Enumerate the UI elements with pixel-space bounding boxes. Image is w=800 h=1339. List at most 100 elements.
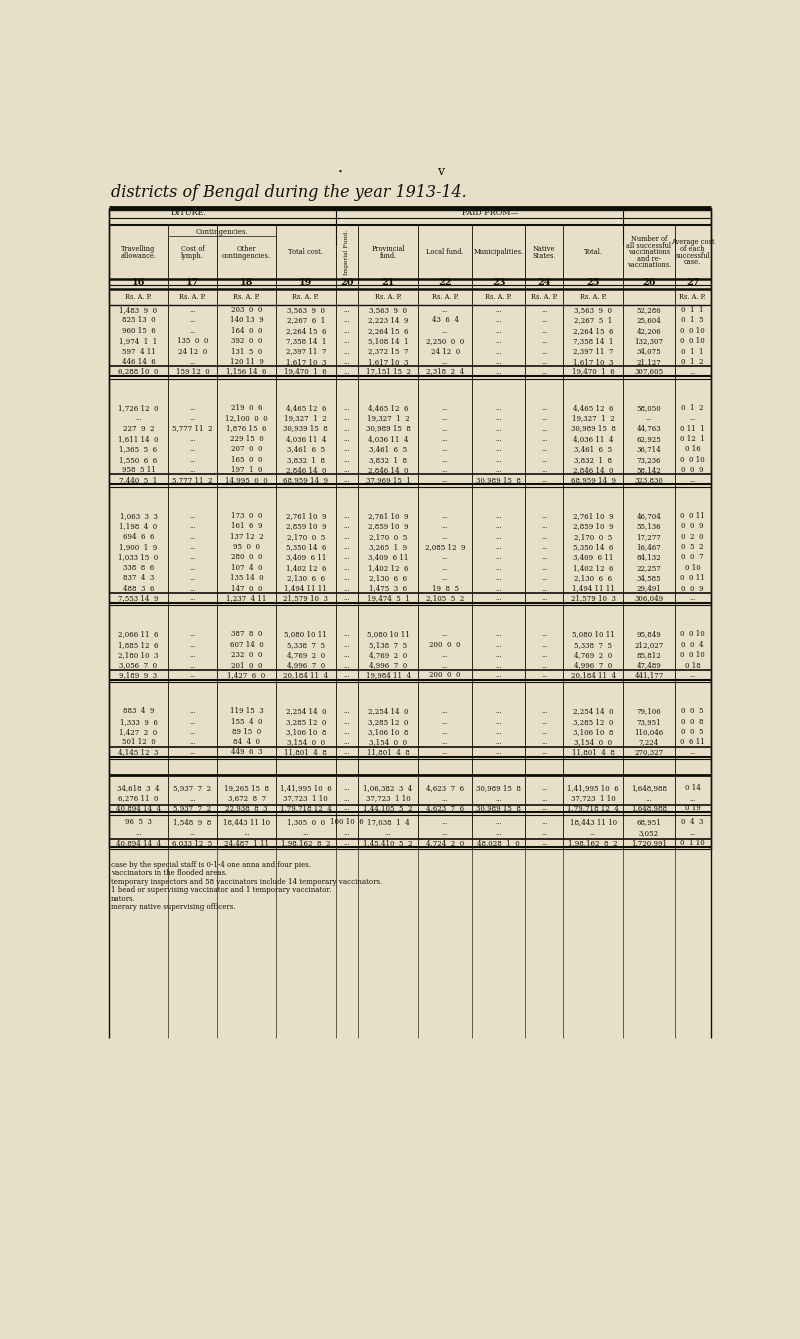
- Text: ...: ...: [189, 718, 196, 726]
- Text: 3,056  7  0: 3,056 7 0: [119, 661, 158, 670]
- Text: 4,996  7  0: 4,996 7 0: [286, 661, 325, 670]
- Text: 958  5 11: 958 5 11: [122, 466, 155, 474]
- Text: ...: ...: [343, 749, 350, 757]
- Text: 3,409  6 11: 3,409 6 11: [368, 553, 408, 561]
- Text: ...: ...: [541, 661, 548, 670]
- Text: 200  0  0: 200 0 0: [430, 671, 461, 679]
- Text: 58,142: 58,142: [637, 466, 662, 474]
- Text: 95  0  0: 95 0 0: [233, 544, 260, 552]
- Text: ...: ...: [541, 327, 548, 335]
- Text: 2,085 12  9: 2,085 12 9: [425, 544, 466, 552]
- Text: ...: ...: [495, 818, 502, 826]
- Text: ...: ...: [690, 829, 696, 837]
- Text: 1,550  6  6: 1,550 6 6: [119, 455, 158, 463]
- Text: ...: ...: [343, 785, 350, 793]
- Text: 3,052: 3,052: [639, 829, 659, 837]
- Text: 30,939 15  8: 30,939 15 8: [283, 424, 328, 432]
- Text: 1,033 15  0: 1,033 15 0: [118, 553, 158, 561]
- Text: ...: ...: [690, 595, 696, 603]
- Text: 1,45,410  5  2: 1,45,410 5 2: [363, 840, 413, 848]
- Text: ...: ...: [442, 564, 449, 572]
- Text: 4,769  2  0: 4,769 2 0: [574, 651, 612, 659]
- Text: 3,563  9  0: 3,563 9 0: [574, 307, 612, 315]
- Text: 501 12  0: 501 12 0: [122, 739, 155, 746]
- Text: 30,989 15  8: 30,989 15 8: [570, 424, 616, 432]
- Text: 1,427  2  0: 1,427 2 0: [119, 728, 158, 736]
- Text: 3,409  6 11: 3,409 6 11: [286, 553, 326, 561]
- Text: 79,106: 79,106: [637, 707, 662, 715]
- Text: ...: ...: [541, 348, 548, 356]
- Text: 1,305  0  0: 1,305 0 0: [286, 818, 325, 826]
- Text: districts of Bengal during the year 1913-14.: districts of Bengal during the year 1913…: [111, 183, 466, 201]
- Text: 2,761 10  9: 2,761 10 9: [368, 511, 408, 520]
- Text: 44,763: 44,763: [637, 424, 662, 432]
- Text: 2,170  0  5: 2,170 0 5: [574, 533, 612, 541]
- Text: 3,285 12  0: 3,285 12 0: [286, 718, 326, 726]
- Text: ...: ...: [541, 564, 548, 572]
- Text: ...: ...: [541, 544, 548, 552]
- Text: ...: ...: [343, 511, 350, 520]
- Text: 2,130  6  6: 2,130 6 6: [369, 574, 407, 582]
- Text: 68,951: 68,951: [637, 818, 662, 826]
- Text: 2,761 10  9: 2,761 10 9: [573, 511, 614, 520]
- Text: ...: ...: [495, 728, 502, 736]
- Text: 0  0 10: 0 0 10: [680, 455, 705, 463]
- Text: ...: ...: [343, 435, 350, 443]
- Text: ...: ...: [495, 327, 502, 335]
- Text: ...: ...: [495, 585, 502, 593]
- Text: ...: ...: [343, 718, 350, 726]
- Text: 21: 21: [382, 277, 395, 287]
- Text: 25,604: 25,604: [637, 316, 662, 324]
- Text: 323,830: 323,830: [634, 475, 663, 483]
- Text: 2,267  5  1: 2,267 5 1: [574, 316, 612, 324]
- Text: ...: ...: [495, 707, 502, 715]
- Text: case.: case.: [684, 258, 702, 266]
- Text: ...: ...: [189, 358, 196, 366]
- Text: successful: successful: [675, 252, 710, 260]
- Text: ...: ...: [343, 805, 350, 813]
- Text: 147  0  0: 147 0 0: [231, 585, 262, 593]
- Text: 2,267  6  1: 2,267 6 1: [286, 316, 325, 324]
- Text: 17,151 15  2: 17,151 15 2: [366, 368, 410, 375]
- Text: ...: ...: [442, 661, 449, 670]
- Text: 22,938  8  3: 22,938 8 3: [226, 805, 268, 813]
- Text: ...: ...: [646, 414, 652, 422]
- Text: 1,333  9  6: 1,333 9 6: [119, 718, 158, 726]
- Text: ...: ...: [189, 829, 196, 837]
- Text: ...: ...: [495, 348, 502, 356]
- Text: 0  6 11: 0 6 11: [680, 739, 705, 746]
- Text: 307,605: 307,605: [634, 368, 663, 375]
- Text: 48,028  1  0: 48,028 1 0: [478, 840, 520, 848]
- Text: ...: ...: [442, 718, 449, 726]
- Text: ...: ...: [541, 475, 548, 483]
- Text: 0  0  4: 0 0 4: [682, 641, 704, 649]
- Text: 2,397 11  7: 2,397 11 7: [573, 348, 614, 356]
- Text: ...: ...: [541, 446, 548, 454]
- Text: ...: ...: [343, 327, 350, 335]
- Text: ...: ...: [189, 404, 196, 412]
- Text: ...: ...: [343, 661, 350, 670]
- Text: 960 15  6: 960 15 6: [122, 327, 155, 335]
- Text: 11,801  4  8: 11,801 4 8: [572, 749, 614, 757]
- Text: 232  0  0: 232 0 0: [231, 651, 262, 659]
- Text: ...: ...: [343, 595, 350, 603]
- Text: 6,276 11  0: 6,276 11 0: [118, 794, 158, 802]
- Text: 137 12  2: 137 12 2: [230, 533, 263, 541]
- Text: ...: ...: [541, 511, 548, 520]
- Text: ...: ...: [495, 368, 502, 375]
- Text: 1,365  5  6: 1,365 5 6: [119, 446, 158, 454]
- Text: 4,036 11  4: 4,036 11 4: [573, 435, 614, 443]
- Text: ...: ...: [442, 707, 449, 715]
- Text: ...: ...: [690, 475, 696, 483]
- Text: ...: ...: [189, 595, 196, 603]
- Text: allowance.: allowance.: [121, 252, 157, 260]
- Text: 212,027: 212,027: [634, 641, 663, 649]
- Text: 1,726 12  0: 1,726 12 0: [118, 404, 158, 412]
- Text: 19,327  1  2: 19,327 1 2: [367, 414, 410, 422]
- Text: ...: ...: [442, 574, 449, 582]
- Text: 0  1  2: 0 1 2: [682, 358, 704, 366]
- Text: ...: ...: [541, 641, 548, 649]
- Text: 165  0  0: 165 0 0: [231, 455, 262, 463]
- Text: 7,553 14  9: 7,553 14 9: [118, 595, 158, 603]
- Text: ...: ...: [189, 564, 196, 572]
